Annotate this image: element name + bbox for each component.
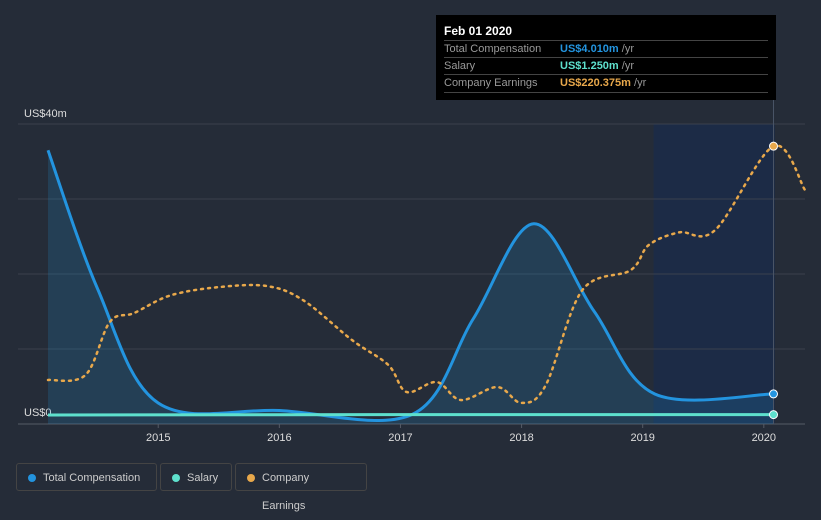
unit: /yr	[622, 60, 634, 72]
legend-total-compensation[interactable]: Total Compensation	[16, 463, 157, 491]
tooltip-value: US$1.250m /yr	[560, 58, 634, 75]
x-tick-label: 2020	[752, 432, 776, 444]
tooltip-label: Salary	[444, 60, 475, 72]
tooltip: Feb 01 2020 Total Compensation US$4.010m …	[436, 15, 776, 100]
tooltip-label: Company Earnings	[444, 77, 538, 89]
x-tick-label: 2016	[267, 432, 291, 444]
tooltip-row-total-compensation: Total Compensation US$4.010m /yr	[444, 40, 768, 58]
x-tick-label: 2015	[146, 432, 170, 444]
tooltip-value: US$4.010m /yr	[560, 41, 634, 58]
y-tick-label: US$40m	[24, 108, 67, 120]
x-tick-label: 2018	[509, 432, 533, 444]
legend-dot-icon	[172, 474, 180, 482]
value: US$4.010m	[560, 43, 619, 55]
legend-label: Salary	[187, 472, 218, 484]
total-compensation-marker	[770, 390, 778, 398]
legend-salary[interactable]: Salary	[160, 463, 232, 491]
salary-marker	[770, 411, 778, 419]
tooltip-value: US$220.375m /yr	[560, 75, 646, 92]
value: US$220.375m	[560, 77, 631, 89]
tooltip-row-company-earnings: Company Earnings US$220.375m /yr	[444, 74, 768, 93]
x-tick-label: 2019	[630, 432, 654, 444]
y-tick-label: US$0	[24, 407, 52, 419]
legend-company-earnings[interactable]: Company Earnings	[235, 463, 367, 491]
unit: /yr	[622, 43, 634, 55]
unit: /yr	[634, 77, 646, 89]
company-earnings-marker	[770, 142, 778, 150]
legend-dot-icon	[247, 474, 255, 482]
tooltip-date: Feb 01 2020	[444, 24, 512, 38]
tooltip-row-salary: Salary US$1.250m /yr	[444, 57, 768, 75]
value: US$1.250m	[560, 60, 619, 72]
legend-label: Total Compensation	[43, 472, 140, 484]
x-tick-label: 2017	[388, 432, 412, 444]
legend-label: Company Earnings	[262, 472, 309, 512]
tooltip-label: Total Compensation	[444, 43, 541, 55]
legend-dot-icon	[28, 474, 36, 482]
